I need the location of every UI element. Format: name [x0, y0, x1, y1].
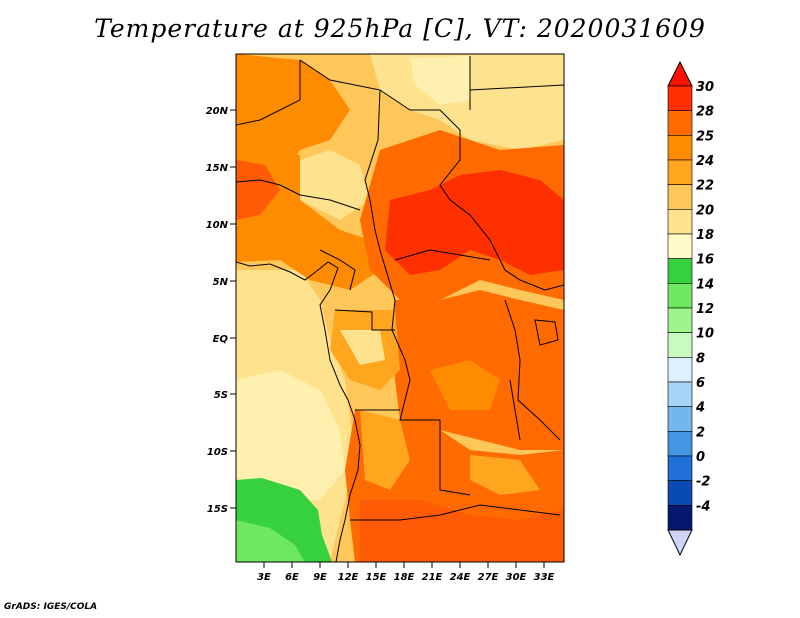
- colorbar-cell: [667, 135, 693, 161]
- lon-label-30e: 30E: [506, 572, 527, 583]
- colorbar-cell: [667, 283, 693, 309]
- field-west-cream: [300, 150, 370, 220]
- colorbar-cell: [667, 381, 693, 407]
- border-segment-6: [319, 249, 356, 291]
- lon-label-27e: 27E: [478, 572, 499, 583]
- colorbar-label: 18: [696, 228, 714, 243]
- border-segment-11: [350, 504, 561, 521]
- border-segment-12: [236, 60, 301, 126]
- colorbar-label: 25: [696, 129, 714, 144]
- border-segment-1: [299, 59, 381, 201]
- colorbar-label: 14: [696, 277, 714, 292]
- field-gabon-cream: [340, 330, 385, 365]
- colorbar-cell: [667, 110, 693, 136]
- border-segment-3: [379, 89, 564, 291]
- colorbar-cell: [667, 455, 693, 481]
- colorbar-cell: [667, 209, 693, 235]
- longitude-axis: 3E 6E 9E 12E 15E 18E 21E 24E 27E 30E 33E: [257, 562, 555, 583]
- lat-label-5n: 5N: [213, 277, 229, 288]
- lon-label-15e: 15E: [366, 572, 387, 583]
- field-angola-red: [360, 500, 564, 562]
- field-ocean-lightcream: [236, 370, 345, 500]
- colorbar-cell: [667, 233, 693, 259]
- lat-label-10n: 10N: [206, 220, 229, 231]
- colorbar-label: 6: [696, 376, 705, 391]
- colorbar-cell: [667, 332, 693, 358]
- colorbar-cell: [667, 307, 693, 333]
- colorbar-cell: [667, 357, 693, 383]
- colorbar-label: 10: [696, 327, 714, 342]
- lon-label-24e: 24E: [450, 572, 471, 583]
- colorbar-cell: [667, 85, 693, 111]
- lon-label-21e: 21E: [422, 572, 443, 583]
- temperature-field: [236, 54, 564, 562]
- lat-label-15s: 15S: [207, 504, 228, 515]
- lon-label-3e: 3E: [257, 572, 271, 583]
- colorbar-label: -4: [696, 499, 710, 514]
- border-segment-2: [369, 199, 471, 496]
- coastline-west-africa: [236, 261, 361, 562]
- colorbar-label: 0: [696, 450, 705, 465]
- lat-label-10s: 10S: [207, 447, 228, 458]
- field-angola-pale: [360, 410, 410, 490]
- colorbar-label: 30: [696, 80, 714, 95]
- colorbar-label: 22: [696, 179, 714, 194]
- colorbar-label: 12: [696, 302, 714, 317]
- lake-victoria-outline: [534, 319, 559, 346]
- lon-label-9e: 9E: [313, 572, 327, 583]
- colorbar-cell: [667, 159, 693, 185]
- colorbar-label: 28: [696, 105, 714, 120]
- colorbar-cell: [667, 431, 693, 457]
- colorbar-cell: [667, 258, 693, 284]
- map-frame: [235, 53, 565, 563]
- border-segment-7: [334, 309, 395, 331]
- lon-label-12e: 12E: [338, 572, 359, 583]
- lat-label-15n: 15N: [206, 163, 229, 174]
- border-segment-5: [236, 179, 361, 211]
- border-segment-9: [504, 299, 561, 441]
- map-title: Temperature at 925hPa [C], VT: 202003160…: [94, 14, 706, 43]
- field-southeast-light: [470, 455, 540, 495]
- field-red-west: [236, 160, 280, 220]
- colorbar-label: 20: [696, 203, 714, 218]
- latitude-axis: 20N 15N 10N 5N EQ 5S 10S 15S: [206, 106, 236, 515]
- lat-label-5s: 5S: [214, 390, 228, 401]
- colorbar-cell: [667, 480, 693, 506]
- colorbar-label: 4: [695, 401, 705, 416]
- field-sahara-light: [410, 56, 470, 105]
- colorbar-label: 16: [696, 253, 714, 268]
- colorbar-label: 24: [696, 154, 714, 169]
- border-segment-4: [469, 84, 564, 91]
- lon-label-18e: 18E: [394, 572, 415, 583]
- lon-label-6e: 6E: [285, 572, 299, 583]
- colorbar-label: 2: [696, 425, 705, 440]
- lake-tanganyika-outline: [509, 379, 521, 441]
- colorbar-cell: [667, 184, 693, 210]
- grads-credit: GrADS: IGES/COLA: [4, 602, 98, 612]
- lat-label-eq: EQ: [213, 334, 229, 345]
- field-congo-patch: [430, 360, 500, 410]
- colorbar-label: -2: [696, 475, 710, 490]
- colorbar-bottom-arrow: [667, 529, 693, 557]
- colorbar-cell: [667, 406, 693, 432]
- lat-label-20n: 20N: [206, 106, 229, 117]
- lon-label-33e: 33E: [534, 572, 555, 583]
- field-green-light: [236, 520, 305, 562]
- colorbar-label: 8: [696, 351, 705, 366]
- border-segment-8: [394, 249, 491, 261]
- colorbar-top-arrow: [667, 60, 693, 87]
- boundaries: [236, 56, 564, 562]
- field-red-core: [385, 170, 564, 275]
- colorbar-cells: [667, 85, 693, 531]
- colorbar-cell: [667, 505, 693, 531]
